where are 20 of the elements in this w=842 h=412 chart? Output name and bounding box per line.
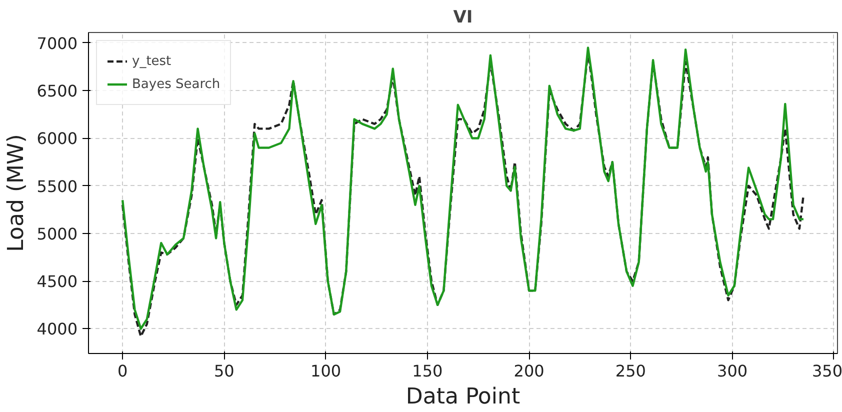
y-tick-label: 4000 [36, 320, 78, 339]
x-tick-label: 150 [412, 362, 443, 380]
y-axis-title: Load (MW) [4, 134, 29, 252]
y-tick-label: 5000 [36, 224, 78, 244]
y-tick-label: 6000 [36, 129, 78, 148]
legend-label: Bayes Search [132, 76, 220, 92]
chart-title: VI [453, 8, 473, 28]
y-tick-label: 6500 [36, 82, 78, 101]
y-tick-label: 7000 [36, 34, 78, 53]
x-tick-label: 300 [717, 362, 748, 380]
x-tick-label: 0 [117, 362, 128, 380]
x-tick-label: 100 [310, 362, 342, 380]
y-tick-label: 4500 [36, 272, 78, 292]
x-tick-label: 350 [812, 362, 842, 380]
x-tick-label: 200 [514, 362, 544, 380]
x-axis-title: Data Point [406, 384, 520, 410]
y-tick-label: 5500 [36, 176, 78, 196]
x-tick-label: 50 [214, 362, 234, 380]
x-tick-label: 250 [615, 362, 646, 380]
legend-label: y_test [132, 54, 172, 68]
